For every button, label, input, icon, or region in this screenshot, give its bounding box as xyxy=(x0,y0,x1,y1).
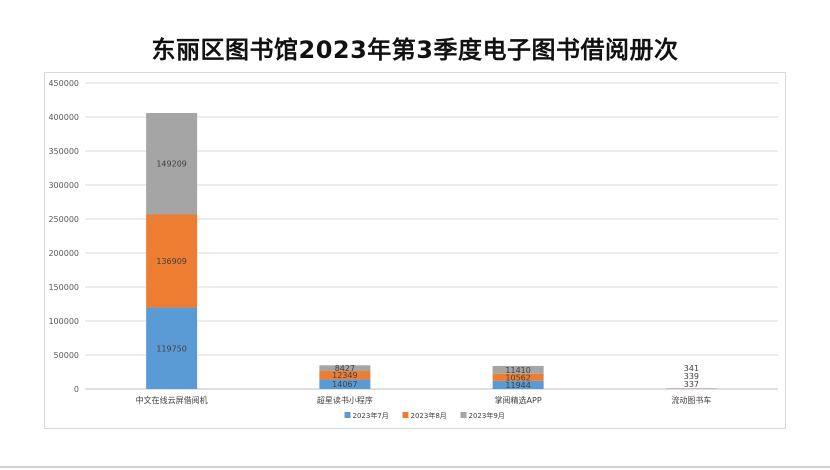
x-category-label: 超星读书小程序 xyxy=(317,395,373,405)
data-label: 339 xyxy=(684,372,699,381)
y-tick-label: 400000 xyxy=(48,113,79,122)
y-tick-label: 200000 xyxy=(48,249,79,258)
data-label: 149209 xyxy=(156,160,187,169)
data-label: 11944 xyxy=(505,381,530,390)
legend-swatch xyxy=(402,412,409,418)
bar-segment xyxy=(146,113,198,215)
y-tick-label: 150000 xyxy=(48,283,79,292)
legend-swatch xyxy=(344,412,351,418)
data-label: 10562 xyxy=(505,373,530,382)
bars xyxy=(146,113,717,389)
page-divider xyxy=(0,466,830,468)
data-label: 119750 xyxy=(156,344,187,353)
data-label: 136909 xyxy=(156,257,187,266)
y-axis-tick-labels: 0 50000 100000 150000 200000 250000 300000 3500… xyxy=(48,79,79,394)
x-category-label: 中文在线云屏借阅机 xyxy=(136,395,208,405)
x-axis-category-labels: 中文在线云屏借阅机 超星读书小程序 掌阅精选APP 流动图书车 xyxy=(136,395,712,405)
data-label: 337 xyxy=(684,380,699,389)
y-tick-label: 100000 xyxy=(48,317,79,326)
bar-segment xyxy=(319,379,371,389)
x-category-label: 掌阅精选APP xyxy=(495,395,542,405)
bar-segment xyxy=(492,373,544,381)
data-label: 11410 xyxy=(505,366,530,375)
legend-label: 2023年7月 xyxy=(353,411,389,420)
bar-segment xyxy=(492,365,544,374)
bar-segment xyxy=(319,365,371,372)
x-category-label: 流动图书车 xyxy=(671,395,711,405)
y-tick-label: 50000 xyxy=(54,351,79,360)
legend-swatch xyxy=(460,412,467,418)
legend: 2023年7月 2023年8月 2023年9月 xyxy=(344,411,505,420)
chart-area: 0 50000 100000 150000 200000 250000 300000 3500… xyxy=(44,72,786,429)
y-tick-label: 300000 xyxy=(48,181,79,190)
data-label: 12349 xyxy=(332,371,357,380)
bar-segment xyxy=(492,380,544,389)
bar-segment xyxy=(319,371,371,380)
y-tick-label: 450000 xyxy=(48,79,79,88)
chart-title: 东丽区图书馆2023年第3季度电子图书借阅册次 xyxy=(151,36,679,64)
y-tick-label: 250000 xyxy=(48,215,79,224)
y-tick-label: 350000 xyxy=(48,147,79,156)
data-label: 341 xyxy=(684,364,699,373)
bar-segment xyxy=(146,214,198,308)
gridlines xyxy=(85,82,778,390)
y-tick-label: 0 xyxy=(74,385,79,394)
legend-label: 2023年9月 xyxy=(469,411,505,420)
data-label: 8427 xyxy=(335,364,355,373)
legend-label: 2023年8月 xyxy=(411,411,447,420)
data-label: 14067 xyxy=(332,380,357,389)
bar-segment xyxy=(146,307,198,389)
stacked-bar-chart: 0 50000 100000 150000 200000 250000 300000 3500… xyxy=(48,79,778,420)
